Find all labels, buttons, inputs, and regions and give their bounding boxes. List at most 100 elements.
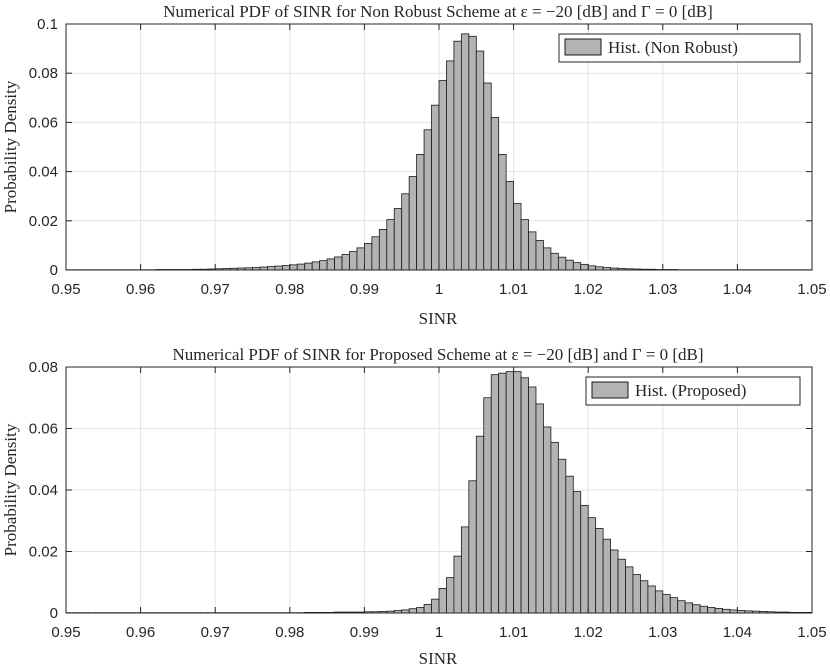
chart-top-y-tick-label: 0 bbox=[50, 262, 58, 279]
chart-top-bar bbox=[267, 266, 276, 271]
chart-top-bar bbox=[557, 256, 567, 271]
chart-bottom-x-tick-label: 1.03 bbox=[648, 624, 677, 641]
chart-top-bar bbox=[505, 181, 515, 271]
chart-top-bar bbox=[289, 264, 298, 271]
chart-bottom-bar bbox=[438, 588, 447, 614]
chart-bottom-y-tick-label: 0.02 bbox=[29, 544, 58, 561]
chart-top-y-tick-label: 0.1 bbox=[37, 16, 58, 33]
chart-top-bar bbox=[475, 50, 485, 271]
chart-bottom-bar bbox=[714, 607, 723, 614]
chart-bottom-bar bbox=[498, 372, 507, 614]
chart-top-bar bbox=[460, 33, 470, 271]
chart-bottom-x-tick-label: 0.95 bbox=[51, 624, 80, 641]
chart-bottom-bar bbox=[699, 605, 708, 614]
chart-bottom-bar bbox=[654, 590, 664, 614]
chart-bottom-bar bbox=[595, 528, 604, 614]
chart-top-x-tick-label: 1 bbox=[435, 281, 443, 298]
chart-top-bar bbox=[363, 243, 373, 271]
chart-bottom-bar bbox=[684, 602, 694, 614]
chart-top-bar bbox=[550, 252, 559, 271]
chart-bottom-bar bbox=[453, 555, 462, 614]
chart-bottom-legend-swatch bbox=[591, 381, 629, 399]
chart-top-bar bbox=[520, 219, 529, 271]
chart-bottom-bar bbox=[423, 603, 432, 614]
chart-top-bar bbox=[319, 260, 328, 271]
chart-top-bar bbox=[580, 263, 589, 271]
chart-top-bar bbox=[304, 262, 313, 271]
chart-bottom-bar bbox=[416, 607, 425, 614]
chart-bottom-bar bbox=[692, 604, 701, 614]
chart-top-y-axis-label: Probability Density bbox=[1, 80, 20, 213]
chart-bottom-bar bbox=[460, 526, 470, 614]
chart-bottom-x-tick-label: 1.04 bbox=[723, 624, 752, 641]
chart-top-title: Numerical PDF of SINR for Non Robust Sch… bbox=[163, 2, 713, 21]
chart-top-bar bbox=[386, 219, 395, 271]
chart-bottom-bar bbox=[617, 558, 626, 614]
chart-top-bar bbox=[296, 263, 306, 271]
chart-bottom-legend: Hist. (Proposed) bbox=[585, 376, 801, 406]
chart-bottom-x-tick-label: 0.98 bbox=[275, 624, 304, 641]
chart-top-bar bbox=[311, 261, 321, 271]
chart-bottom-bar bbox=[528, 386, 537, 614]
chart-bottom-bar bbox=[513, 371, 522, 614]
chart-bottom-bar bbox=[610, 549, 619, 614]
chart-bottom-x-tick-label: 1.02 bbox=[574, 624, 603, 641]
chart-top-legend-swatch bbox=[564, 38, 602, 56]
chart-bottom-bar bbox=[565, 475, 574, 614]
chart-top-x-tick-label: 0.99 bbox=[350, 281, 379, 298]
chart-top-bar bbox=[393, 208, 403, 271]
chart-bottom-bar bbox=[662, 594, 671, 614]
chart-bottom-bar bbox=[572, 491, 582, 614]
chart-bottom-bar bbox=[707, 607, 716, 614]
chart-bottom-bar bbox=[647, 585, 656, 614]
chart-bottom-bar bbox=[408, 608, 418, 614]
chart-bottom-y-tick-label: 0.06 bbox=[29, 421, 58, 438]
chart-bottom-bar bbox=[640, 580, 649, 614]
chart-bottom-bar bbox=[632, 574, 641, 614]
chart-top-bar bbox=[572, 262, 582, 271]
chart-top-bar bbox=[543, 247, 552, 271]
chart-top-bar bbox=[468, 35, 477, 271]
chart-top-bar bbox=[349, 251, 358, 271]
chart-bottom-y-tick-label: 0 bbox=[50, 605, 58, 622]
chart-top-bar bbox=[334, 256, 343, 271]
chart-top-x-tick-label: 1.03 bbox=[648, 281, 677, 298]
chart-bottom-bar bbox=[483, 397, 492, 614]
chart-bottom-bar bbox=[490, 374, 500, 614]
chart-bottom: Numerical PDF of SINR for Proposed Schem… bbox=[1, 345, 827, 667]
chart-bottom-y-tick-label: 0.08 bbox=[29, 359, 58, 376]
chart-top-bar bbox=[446, 60, 455, 271]
chart-top-bar bbox=[274, 265, 283, 271]
chart-top-bar bbox=[326, 258, 335, 271]
chart-top-x-tick-label: 1.02 bbox=[574, 281, 603, 298]
chart-top-bar bbox=[341, 254, 350, 271]
chart-top-bar bbox=[371, 236, 380, 271]
chart-top-bar bbox=[438, 80, 447, 271]
chart-bottom-legend-entry: Hist. (Proposed) bbox=[635, 381, 746, 400]
chart-bottom-bar bbox=[557, 458, 567, 614]
chart-top-x-axis-label: SINR bbox=[419, 309, 458, 328]
chart-bottom-ticks bbox=[65, 366, 813, 614]
chart-bottom-y-tick-labels: 0 0.02 0.04 0.06 0.08 bbox=[29, 359, 58, 622]
chart-top-x-tick-label: 0.98 bbox=[275, 281, 304, 298]
chart-bottom-bar bbox=[625, 566, 634, 614]
chart-bottom-bar bbox=[550, 441, 559, 614]
chart-bottom-grid bbox=[66, 367, 812, 613]
chart-top-bar bbox=[356, 247, 365, 271]
chart-bottom-bar bbox=[520, 377, 529, 614]
chart-top-x-tick-label: 1.01 bbox=[499, 281, 528, 298]
chart-top: Numerical PDF of SINR for Non Robust Sch… bbox=[1, 2, 827, 328]
chart-bottom-x-tick-label: 1 bbox=[435, 624, 443, 641]
chart-top-bar bbox=[565, 259, 574, 271]
chart-top-x-tick-label: 1.04 bbox=[723, 281, 752, 298]
chart-top-bar bbox=[408, 176, 418, 271]
chart-top-bar bbox=[490, 117, 500, 271]
chart-top-bar bbox=[535, 240, 544, 271]
chart-top-bar bbox=[401, 193, 410, 271]
chart-top-bar bbox=[423, 129, 432, 271]
chart-bottom-bar bbox=[677, 600, 686, 614]
chart-bottom-bar bbox=[722, 608, 731, 614]
chart-bottom-x-tick-label: 1.05 bbox=[797, 624, 826, 641]
chart-top-y-tick-label: 0.04 bbox=[29, 164, 58, 181]
